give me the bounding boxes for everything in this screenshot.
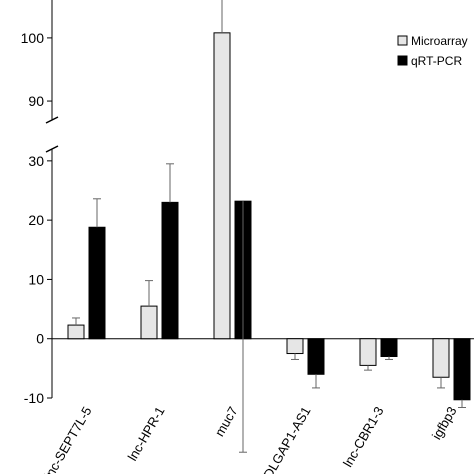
category-label: lnc-HPR-1 [125,404,168,463]
bar-microarray [67,324,85,340]
axis-break-mark [45,116,59,124]
category-label: DLGAP1-AS1 [261,404,314,474]
y-tick-label: 10 [28,271,44,287]
y-tick-label: -10 [24,390,44,406]
bar-qrt-pcr [453,338,471,401]
y-axis: -10 0 10 20 30 90 100 [21,0,474,406]
y-tick-label: 0 [36,331,44,347]
bar-qrt-pcr [161,201,179,340]
bar-microarray [432,338,450,378]
y-tick-label: 100 [21,30,45,46]
axis-break-mark [45,145,59,153]
bar-microarray [286,338,304,355]
legend-swatch [397,35,408,46]
bars [67,0,471,453]
legend: Microarray qRT-PCR [397,34,468,68]
bar-qrt-pcr [380,338,398,358]
category-label: muc7 [212,404,241,439]
bar-qrt-pcr [307,338,325,375]
bar-microarray [213,32,231,340]
y-tick-label: 90 [28,93,44,109]
category-labels: lnc-SEPT7L-5 lnc-HPR-1 muc7 DLGAP1-AS1 lnc-C… [41,404,459,474]
bar-qrt-pcr [88,226,106,340]
y-tick-label: 20 [28,212,44,228]
legend-label: qRT-PCR [411,54,462,68]
bar-microarray [359,338,377,366]
category-label: lnc-CBR1-3 [340,404,387,470]
y-tick-label: 30 [28,153,44,169]
bar-microarray [140,305,158,340]
category-label: lnc-SEPT7L-5 [41,404,94,474]
legend-label: Microarray [411,34,468,48]
legend-swatch [397,55,408,66]
category-label: igfbp3 [429,404,460,442]
